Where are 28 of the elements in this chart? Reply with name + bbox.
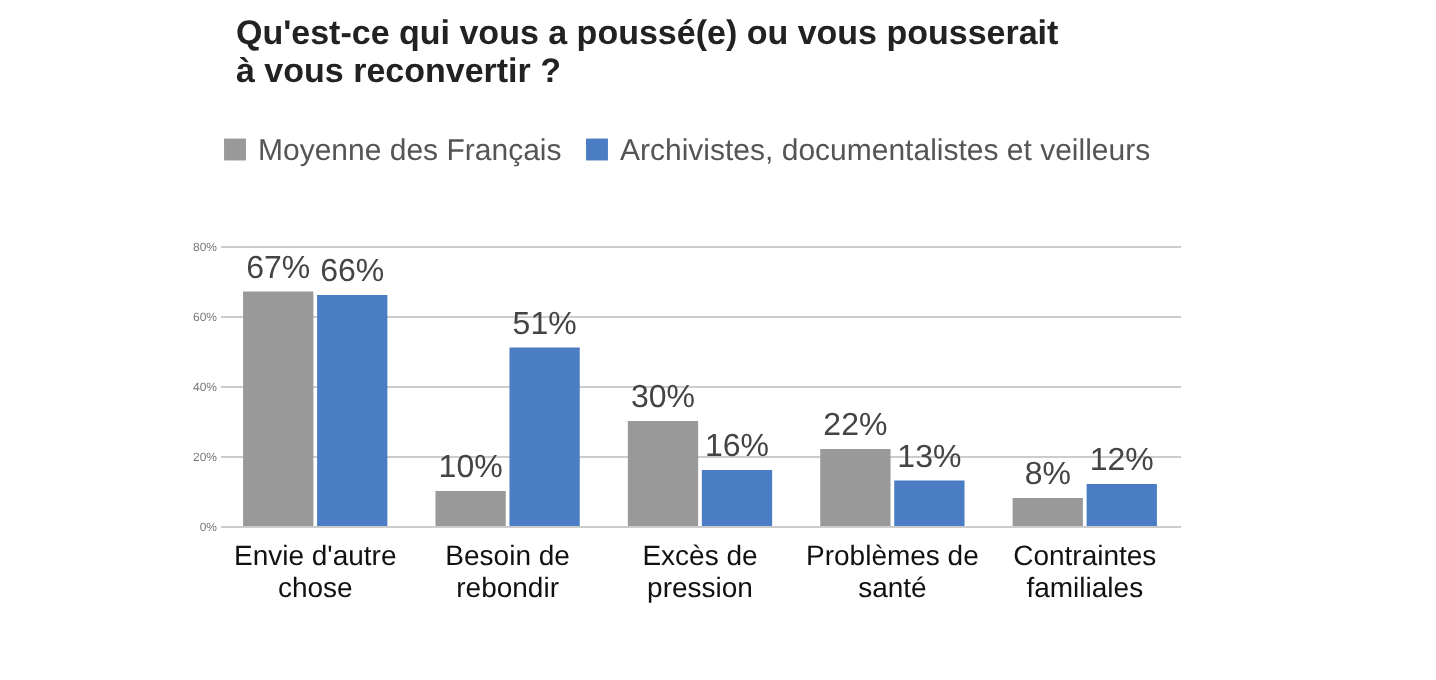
bar: [1086, 484, 1157, 526]
chart-title: Qu'est-ce qui vous a poussé(e) ou vous pousserait à vous reconvertir ?: [236, 14, 1060, 90]
data-label: 66%: [320, 255, 385, 289]
data-label: 12%: [1089, 444, 1154, 478]
data-label: 67%: [246, 251, 311, 286]
x-tick-label: Problèmes de santé: [805, 539, 980, 603]
bar: [820, 449, 891, 526]
data-label: 51%: [512, 307, 577, 342]
data-label: 8%: [1024, 458, 1071, 492]
x-tick-label: Besoin de rebondir: [445, 539, 571, 603]
x-tick-label: Contraintes familiales: [1013, 539, 1157, 603]
x-tick-label: Envie d'autre chose: [233, 539, 397, 603]
bar: [243, 291, 314, 526]
data-label: 30%: [630, 381, 696, 415]
bar: [627, 421, 699, 526]
bar: [317, 295, 388, 526]
bar: [894, 480, 965, 526]
legend-label: Moyenne des Français: [258, 133, 562, 168]
bar: [509, 347, 580, 526]
x-tick-label: Excès de pression: [642, 539, 759, 603]
data-label: 22%: [823, 409, 888, 443]
bar: [1012, 498, 1083, 526]
legend-label: Archivistes, documentalistes et veilleurs: [620, 133, 1151, 168]
bar: [701, 470, 773, 526]
data-label: 10%: [438, 451, 503, 485]
bar: [435, 491, 506, 526]
data-label: 16%: [704, 430, 770, 464]
data-label: 13%: [897, 440, 962, 475]
